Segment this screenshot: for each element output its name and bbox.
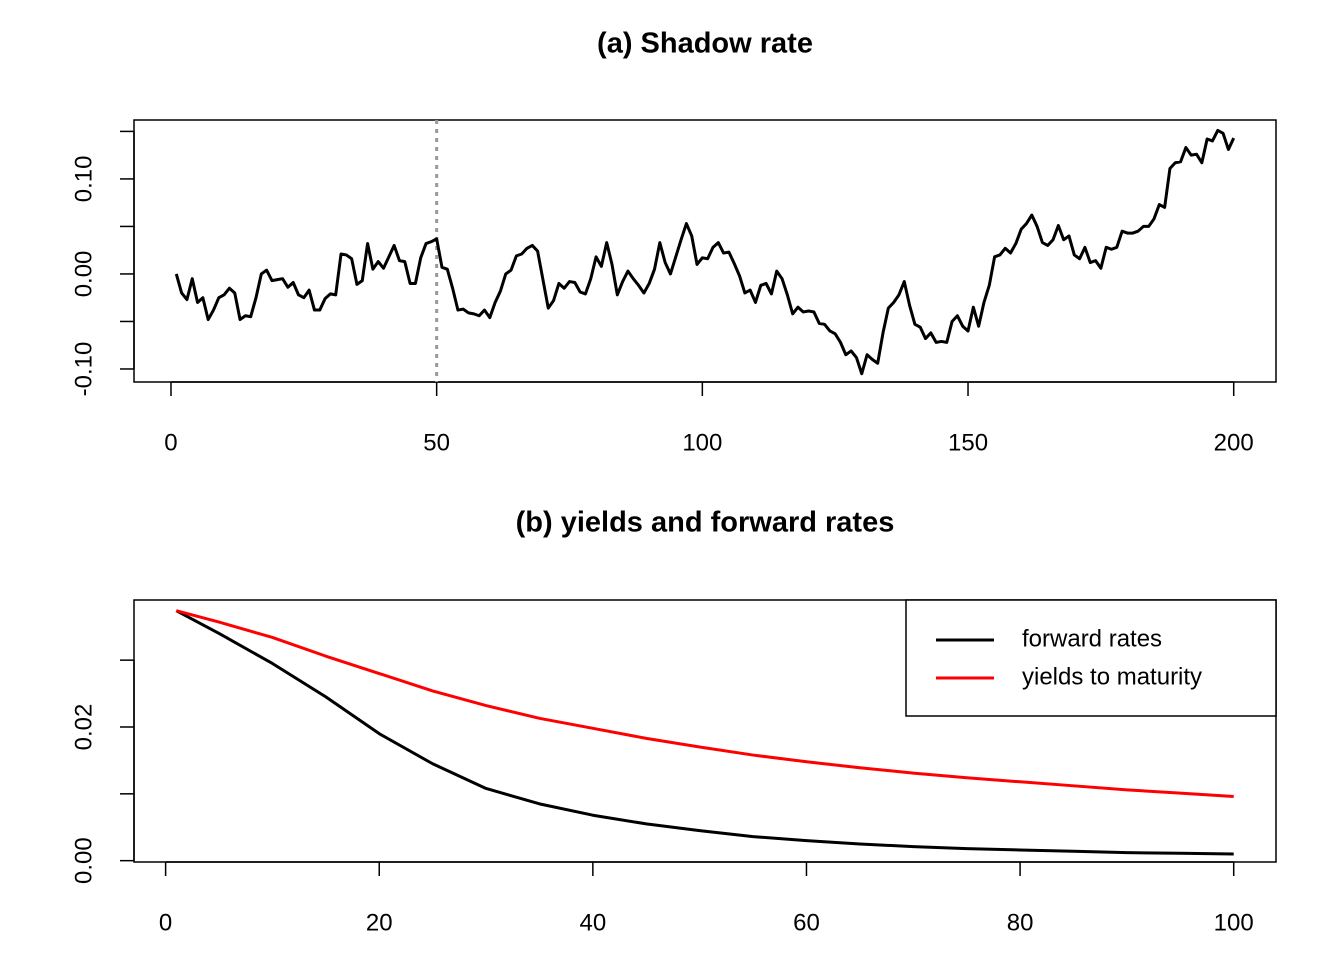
chart-title: (a) Shadow rate bbox=[597, 28, 813, 60]
series-line bbox=[175, 609, 1234, 856]
legend-frame bbox=[905, 599, 1277, 717]
x-tick-label: 200 bbox=[1214, 429, 1254, 456]
series-line bbox=[174, 128, 1236, 376]
x-tick-label: 50 bbox=[423, 429, 450, 456]
series-line bbox=[175, 609, 1234, 798]
chart-title: (b) yields and forward rates bbox=[516, 507, 895, 539]
x-tick-label: 80 bbox=[1007, 909, 1034, 936]
x-tick-label: 0 bbox=[159, 909, 172, 936]
x-tick-label: 100 bbox=[682, 429, 722, 456]
legend-label: yields to maturity bbox=[1022, 663, 1202, 690]
legend-label: forward rates bbox=[1022, 625, 1162, 652]
x-tick-label: 40 bbox=[579, 909, 606, 936]
y-tick-label: -0.10 bbox=[70, 342, 97, 397]
y-tick-label: 0.10 bbox=[70, 156, 97, 203]
y-tick-label: 0.02 bbox=[70, 704, 97, 751]
x-tick-label: 60 bbox=[793, 909, 820, 936]
x-tick-label: 20 bbox=[366, 909, 393, 936]
y-tick-label: 0.00 bbox=[70, 837, 97, 884]
x-tick-label: 0 bbox=[164, 429, 177, 456]
legend: forward rates yields to maturity bbox=[905, 599, 1277, 717]
x-tick-label: 100 bbox=[1214, 909, 1254, 936]
y-tick-label: 0.00 bbox=[70, 251, 97, 298]
x-tick-label: 150 bbox=[948, 429, 988, 456]
